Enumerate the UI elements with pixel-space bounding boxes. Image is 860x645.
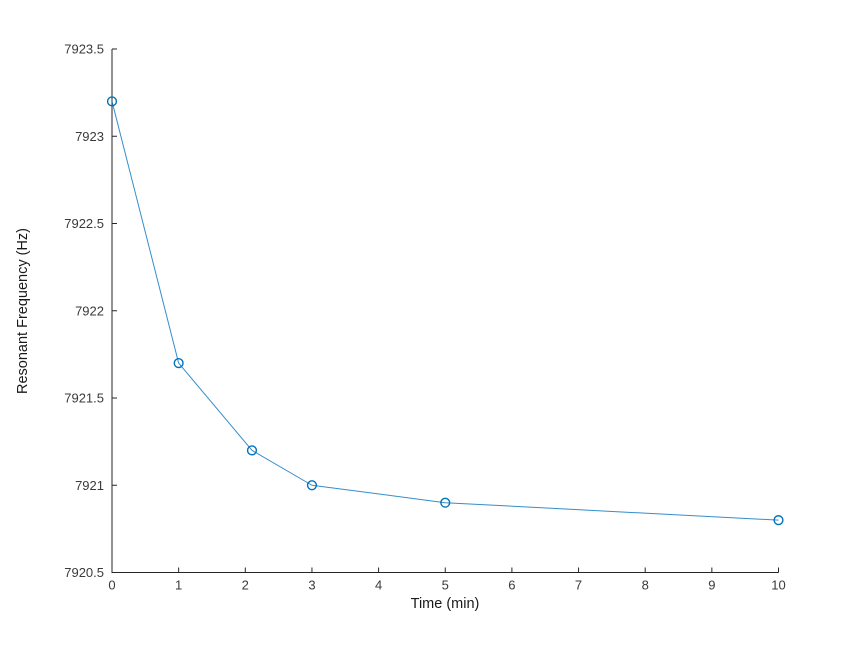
x-tick-label: 3 [308,578,315,593]
data-point-marker [246,445,258,456]
x-tick-label: 1 [175,578,182,593]
y-tick-label: 7922.5 [64,216,104,231]
x-tick-label: 8 [642,578,649,593]
x-tick-label: 5 [442,578,449,593]
y-tick-label: 7920.5 [64,565,104,580]
data-point-marker [306,480,318,491]
data-line [111,101,779,521]
data-point-marker [773,515,784,526]
x-tick-label: 7 [575,578,582,593]
data-point-marker [173,358,184,369]
axes-frame [111,49,779,573]
x-tick-label: 6 [508,578,515,593]
x-tick-label: 0 [108,578,115,593]
x-tick-label: 9 [708,578,715,593]
y-tick-label: 7923 [75,129,104,144]
y-axis-label: Resonant Frequency (Hz) [15,228,31,394]
x-tick-label: 4 [375,578,382,593]
y-tick-label: 7923.5 [64,42,104,57]
x-tick-label: 10 [771,578,785,593]
x-tick-label: 2 [242,578,249,593]
y-tick-label: 7921 [75,478,104,493]
y-tick-label: 7921.5 [64,391,104,406]
y-tick-label: 7922 [75,303,104,318]
x-axis-label: Time (min) [411,596,480,612]
data-point-marker [106,96,118,107]
data-point-marker [440,497,451,508]
